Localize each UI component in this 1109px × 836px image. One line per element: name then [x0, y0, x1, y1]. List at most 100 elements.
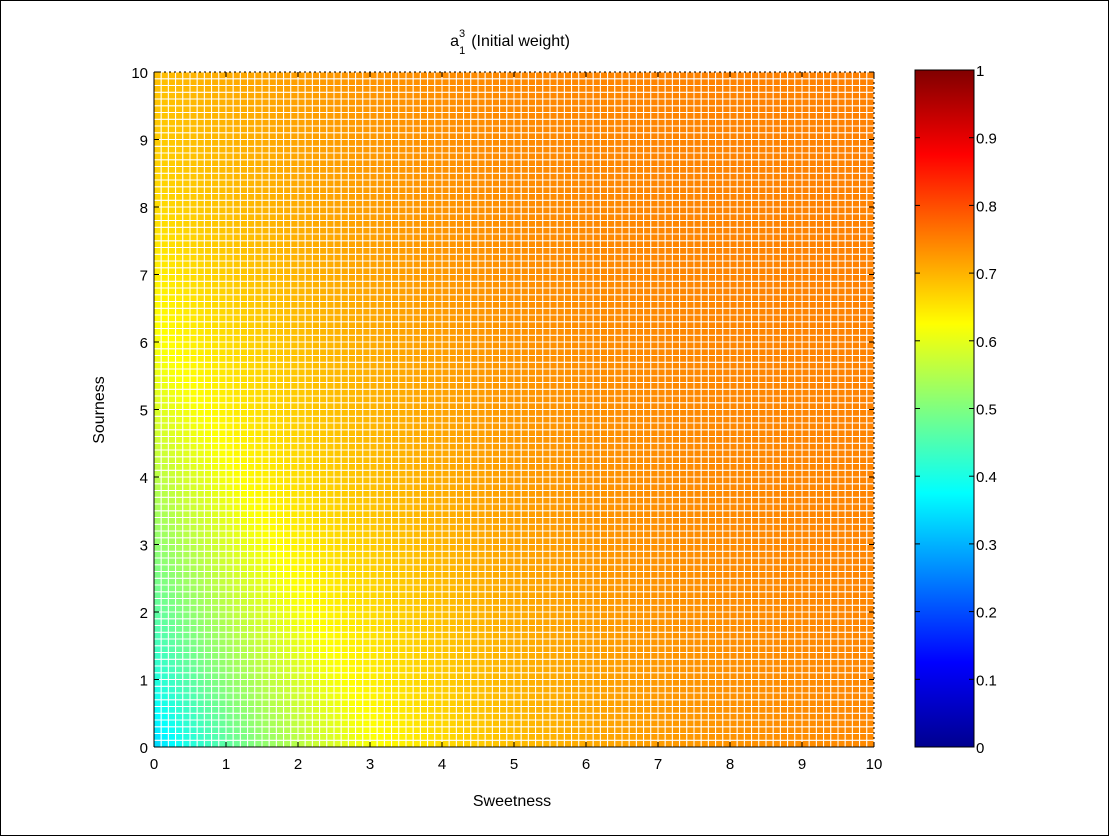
- heatmap-cell: [369, 78, 378, 86]
- heatmap-cell: [369, 557, 378, 566]
- heatmap-cell: [326, 503, 335, 512]
- heatmap-cell: [261, 139, 270, 147]
- heatmap-cell: [391, 125, 400, 134]
- heatmap-cell: [484, 652, 493, 660]
- heatmap-cell: [477, 537, 486, 545]
- heatmap-cell: [427, 456, 436, 464]
- heatmap-cell: [189, 530, 198, 539]
- heatmap-cell: [434, 388, 443, 397]
- heatmap-cell: [419, 625, 429, 633]
- heatmap-cell: [319, 719, 328, 728]
- heatmap-cell: [153, 631, 162, 640]
- heatmap-cell: [189, 577, 198, 586]
- heatmap-cell: [455, 179, 465, 188]
- heatmap-cell: [412, 530, 421, 539]
- heatmap-cell: [239, 71, 249, 80]
- heatmap-cell: [484, 240, 493, 248]
- heatmap-cell: [405, 112, 414, 120]
- heatmap-cell: [311, 719, 321, 728]
- heatmap-cell: [261, 537, 270, 545]
- heatmap-cell: [499, 523, 508, 532]
- heatmap-cell: [369, 186, 378, 194]
- heatmap-cell: [398, 193, 407, 201]
- heatmap-cell: [211, 436, 220, 444]
- heatmap-cell: [427, 193, 436, 201]
- heatmap-cell: [333, 395, 342, 404]
- heatmap-cell: [225, 490, 234, 498]
- heatmap-cell: [218, 314, 227, 323]
- heatmap-cell: [182, 341, 191, 350]
- heatmap-cell: [412, 118, 421, 127]
- heatmap-cell: [239, 226, 249, 235]
- heatmap-cell: [491, 409, 501, 417]
- heatmap-cell: [196, 652, 205, 660]
- heatmap-cell: [405, 193, 414, 201]
- heatmap-cell: [477, 692, 486, 701]
- heatmap-cell: [470, 490, 479, 498]
- heatmap-cell: [355, 645, 364, 653]
- heatmap-cell: [203, 564, 213, 572]
- heatmap-cell: [326, 274, 335, 282]
- heatmap-cell: [153, 382, 162, 390]
- heatmap-cell: [398, 591, 407, 599]
- heatmap-cell: [225, 611, 234, 620]
- heatmap-cell: [211, 469, 220, 478]
- heatmap-cell: [383, 105, 393, 113]
- heatmap-cell: [261, 685, 270, 694]
- heatmap-cell: [182, 463, 191, 471]
- heatmap-cell: [311, 523, 321, 532]
- heatmap-cell: [463, 517, 472, 525]
- heatmap-cell: [239, 186, 249, 194]
- heatmap-cell: [405, 544, 414, 552]
- heatmap-cell: [304, 334, 313, 343]
- heatmap-cell: [218, 253, 227, 262]
- heatmap-cell: [283, 368, 292, 377]
- heatmap-cell: [419, 510, 429, 518]
- heatmap-cell: [484, 685, 493, 694]
- heatmap-cell: [261, 449, 270, 458]
- heatmap-cell: [239, 91, 249, 100]
- heatmap-cell: [297, 618, 306, 626]
- heatmap-cell: [340, 98, 349, 107]
- heatmap-cell: [491, 483, 501, 491]
- heatmap-cell: [167, 253, 177, 262]
- heatmap-cell: [484, 287, 493, 296]
- heatmap-cell: [376, 739, 385, 748]
- heatmap-cell: [247, 598, 256, 606]
- heatmap-cell: [160, 233, 169, 242]
- heatmap-cell: [290, 463, 299, 471]
- heatmap-cell: [218, 132, 227, 140]
- heatmap-cell: [326, 294, 335, 302]
- heatmap-cell: [283, 557, 292, 566]
- heatmap-cell: [506, 409, 515, 417]
- heatmap-cell: [391, 685, 400, 694]
- heatmap-cell: [427, 733, 436, 741]
- heatmap-cell: [398, 706, 407, 714]
- heatmap-cell: [506, 186, 515, 194]
- heatmap-cell: [203, 733, 213, 741]
- heatmap-cell: [175, 523, 184, 532]
- heatmap-cell: [376, 645, 385, 653]
- heatmap-cell: [232, 260, 241, 269]
- heatmap-cell: [405, 280, 414, 289]
- heatmap-cell: [477, 523, 486, 532]
- heatmap-cell: [290, 355, 299, 363]
- heatmap-cell: [232, 618, 241, 626]
- heatmap-cell: [448, 307, 457, 316]
- heatmap-cell: [326, 348, 335, 356]
- heatmap-cell: [275, 226, 285, 235]
- heatmap-cell: [499, 159, 508, 167]
- heatmap-cell: [160, 166, 169, 174]
- heatmap-cell: [463, 294, 472, 302]
- heatmap-cell: [383, 166, 393, 174]
- heatmap-cell: [196, 665, 205, 674]
- heatmap-cell: [311, 186, 321, 194]
- heatmap-cell: [275, 685, 285, 694]
- heatmap-cell: [470, 132, 479, 140]
- heatmap-cell: [506, 699, 515, 707]
- heatmap-cell: [167, 733, 177, 741]
- heatmap-cell: [297, 307, 306, 316]
- heatmap-cell: [297, 152, 306, 161]
- heatmap-cell: [355, 294, 364, 302]
- heatmap-cell: [326, 631, 335, 640]
